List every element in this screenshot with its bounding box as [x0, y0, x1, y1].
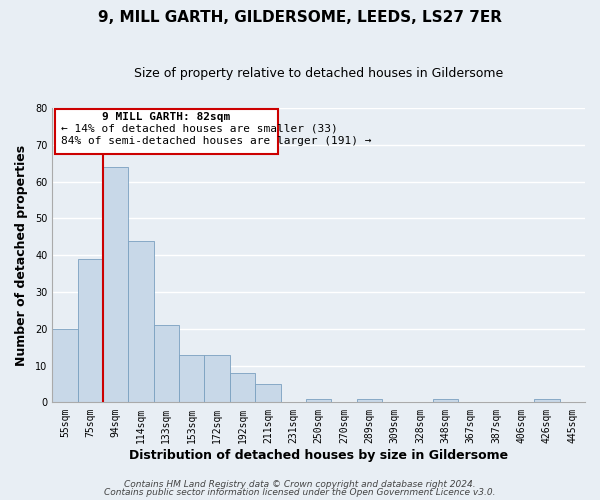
Bar: [128, 240, 154, 402]
Text: Contains public sector information licensed under the Open Government Licence v3: Contains public sector information licen…: [104, 488, 496, 497]
X-axis label: Distribution of detached houses by size in Gildersome: Distribution of detached houses by size …: [129, 450, 508, 462]
Text: 9, MILL GARTH, GILDERSOME, LEEDS, LS27 7ER: 9, MILL GARTH, GILDERSOME, LEEDS, LS27 7…: [98, 10, 502, 25]
Text: Contains HM Land Registry data © Crown copyright and database right 2024.: Contains HM Land Registry data © Crown c…: [124, 480, 476, 489]
Bar: [154, 325, 179, 402]
Bar: [306, 399, 331, 402]
Bar: [230, 373, 255, 402]
Bar: [103, 167, 128, 402]
Title: Size of property relative to detached houses in Gildersome: Size of property relative to detached ho…: [134, 68, 503, 80]
Bar: [205, 354, 230, 403]
Bar: [534, 399, 560, 402]
Bar: [356, 399, 382, 402]
Y-axis label: Number of detached properties: Number of detached properties: [15, 144, 28, 366]
Bar: [179, 354, 205, 403]
Bar: [77, 259, 103, 402]
FancyBboxPatch shape: [55, 109, 278, 154]
Bar: [255, 384, 281, 402]
Bar: [433, 399, 458, 402]
Text: 84% of semi-detached houses are larger (191) →: 84% of semi-detached houses are larger (…: [61, 136, 371, 146]
Bar: [52, 329, 77, 402]
Text: 9 MILL GARTH: 82sqm: 9 MILL GARTH: 82sqm: [102, 112, 230, 122]
Text: ← 14% of detached houses are smaller (33): ← 14% of detached houses are smaller (33…: [61, 124, 338, 134]
